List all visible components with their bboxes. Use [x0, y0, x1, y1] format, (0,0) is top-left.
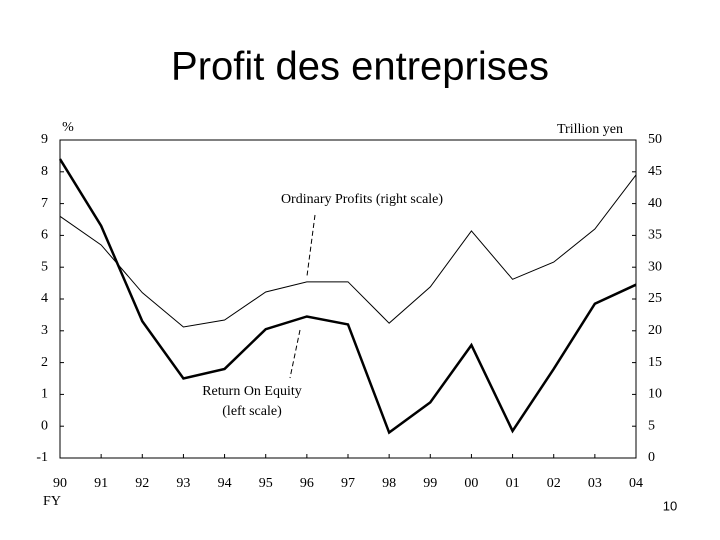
y-axis-label: % — [62, 120, 74, 135]
page-number: 10 — [663, 498, 677, 513]
x-tick-label: 90 — [53, 476, 67, 491]
x-tick-label: 01 — [506, 476, 520, 491]
y2-tick-label: 0 — [648, 450, 655, 465]
y2-tick-label: 45 — [648, 164, 662, 179]
series-line — [58, 158, 637, 435]
y2-axis-label: Trillion yen — [557, 122, 623, 137]
y-tick-label: 0 — [41, 418, 48, 433]
series-line — [59, 174, 637, 328]
y2-tick-label: 50 — [648, 132, 662, 147]
annotation: (left scale) — [222, 404, 282, 419]
y-tick-label: 6 — [41, 228, 48, 243]
x-tick-label: 99 — [423, 476, 437, 491]
y-tick-label: 3 — [41, 323, 48, 338]
y-tick-label: 5 — [41, 259, 48, 274]
x-tick-label: 96 — [300, 476, 314, 491]
y-tick-label: 8 — [41, 164, 48, 179]
y2-tick-label: 40 — [648, 196, 662, 211]
leader-line — [306, 214, 316, 277]
y2-tick-label: 5 — [648, 418, 655, 433]
y2-tick-label: 35 — [648, 228, 662, 243]
annotation: Ordinary Profits (right scale) — [281, 192, 443, 207]
plot-frame — [59, 139, 637, 459]
x-tick-label: 02 — [547, 476, 561, 491]
annotation: Return On Equity — [202, 384, 302, 399]
x-tick-label: 04 — [629, 476, 643, 491]
y2-tick-label: 10 — [648, 387, 662, 402]
x-tick-label: 03 — [588, 476, 602, 491]
y2-tick-label: 30 — [648, 259, 662, 274]
x-axis-label: FY — [43, 494, 61, 509]
x-tick-label: 94 — [218, 476, 232, 491]
y-tick-label: 9 — [41, 132, 48, 147]
x-tick-label: 97 — [341, 476, 355, 491]
y-tick-label: 1 — [41, 387, 48, 402]
x-tick-label: 92 — [135, 476, 149, 491]
x-tick-label: 00 — [464, 476, 478, 491]
x-tick-label: 93 — [176, 476, 190, 491]
x-tick-label: 98 — [382, 476, 396, 491]
x-tick-label: 91 — [94, 476, 108, 491]
y2-tick-label: 20 — [648, 323, 662, 338]
y-tick-label: 7 — [41, 196, 48, 211]
y-tick-label: -1 — [36, 450, 48, 465]
x-tick-label: 95 — [259, 476, 273, 491]
y2-tick-label: 25 — [648, 291, 662, 306]
slide-title: Profit des entreprises — [171, 45, 549, 89]
y2-tick-label: 15 — [648, 355, 662, 370]
y-tick-label: 2 — [41, 355, 48, 370]
y-tick-label: 4 — [41, 291, 48, 306]
leader-line — [289, 329, 301, 379]
